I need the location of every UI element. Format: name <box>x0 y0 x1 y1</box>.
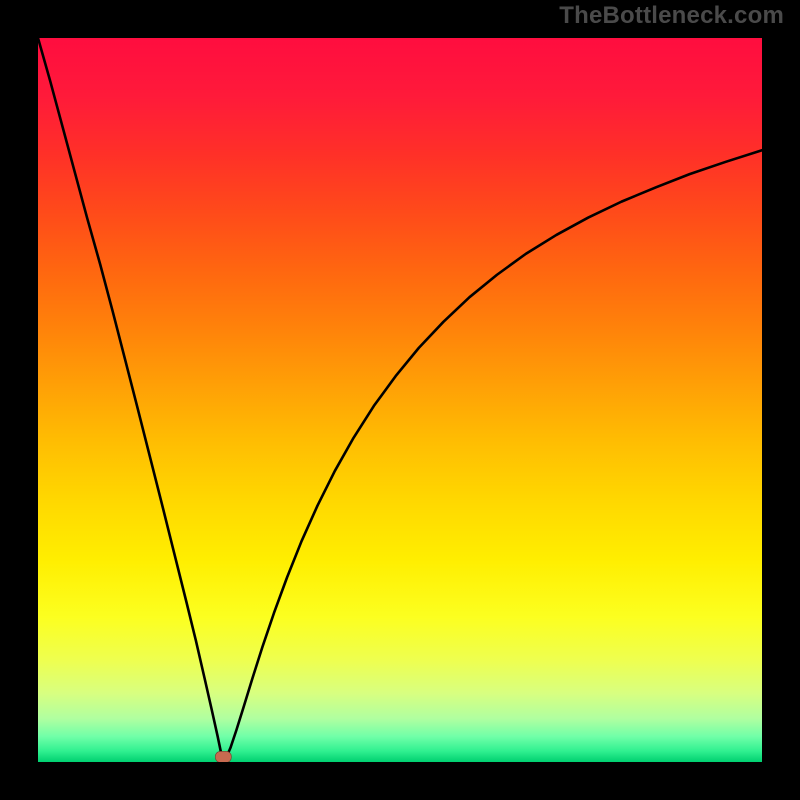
optimum-marker <box>215 751 231 762</box>
bottleneck-chart <box>0 0 800 800</box>
chart-container: TheBottleneck.com <box>0 0 800 800</box>
plot-background <box>38 38 762 762</box>
